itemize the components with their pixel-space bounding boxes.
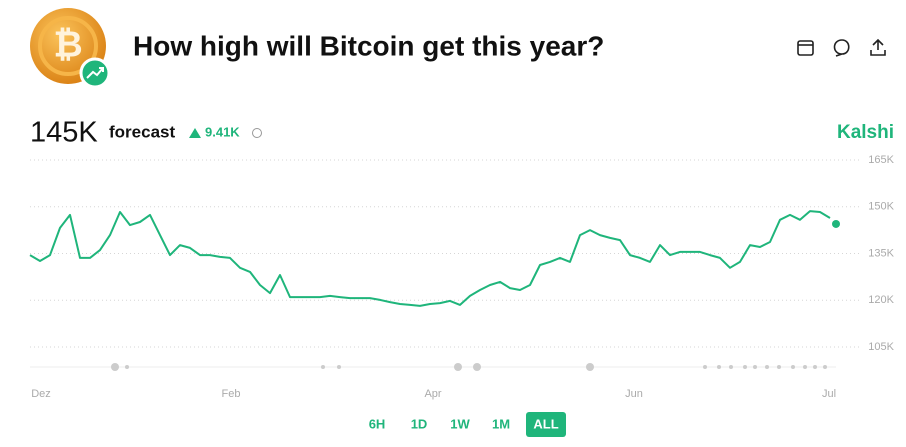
y-tick-label: 165K	[868, 154, 894, 166]
timeline-dots	[30, 363, 836, 371]
x-tick-label: Feb	[222, 388, 241, 400]
x-tick-label: Dez	[31, 388, 51, 400]
x-tick-label: Jul	[822, 388, 836, 400]
line	[29, 210, 831, 307]
x-tick-label: Apr	[424, 388, 441, 400]
source: Kalshi	[837, 122, 894, 143]
forecast-label: forecast	[109, 122, 175, 141]
range-button-label[interactable]: 1M	[492, 416, 510, 431]
y-tick-label: 135K	[868, 247, 894, 259]
market-icon: ₿	[30, 8, 111, 89]
calendar-icon[interactable]	[797, 40, 814, 56]
range-button[interactable]	[526, 412, 566, 437]
range-button-label[interactable]: 6H	[369, 416, 386, 431]
y-tick-label: 105K	[868, 341, 894, 353]
range-button-label[interactable]: 1D	[411, 416, 428, 431]
range-button[interactable]	[404, 412, 434, 437]
y-tick-label: 120K	[868, 294, 894, 306]
range-button[interactable]	[486, 412, 516, 437]
share-icon[interactable]	[870, 38, 886, 56]
up-arrow	[189, 128, 201, 138]
last-point	[832, 219, 840, 228]
forecast-value: 145K	[30, 117, 98, 149]
x-tick-label: Jun	[625, 388, 643, 400]
y-tick-label: 150K	[868, 201, 894, 213]
range-button[interactable]	[362, 412, 392, 437]
title: How high will Bitcoin get this year?	[133, 30, 604, 61]
svg-text:₿: ₿	[53, 24, 82, 65]
comment-icon[interactable]	[833, 39, 850, 57]
range-button[interactable]	[445, 412, 475, 437]
forecast-change: 9.41K	[205, 124, 240, 139]
range-button-label[interactable]: ALL	[533, 416, 558, 431]
range-button-label[interactable]: 1W	[450, 416, 470, 431]
info-icon[interactable]	[252, 128, 262, 138]
